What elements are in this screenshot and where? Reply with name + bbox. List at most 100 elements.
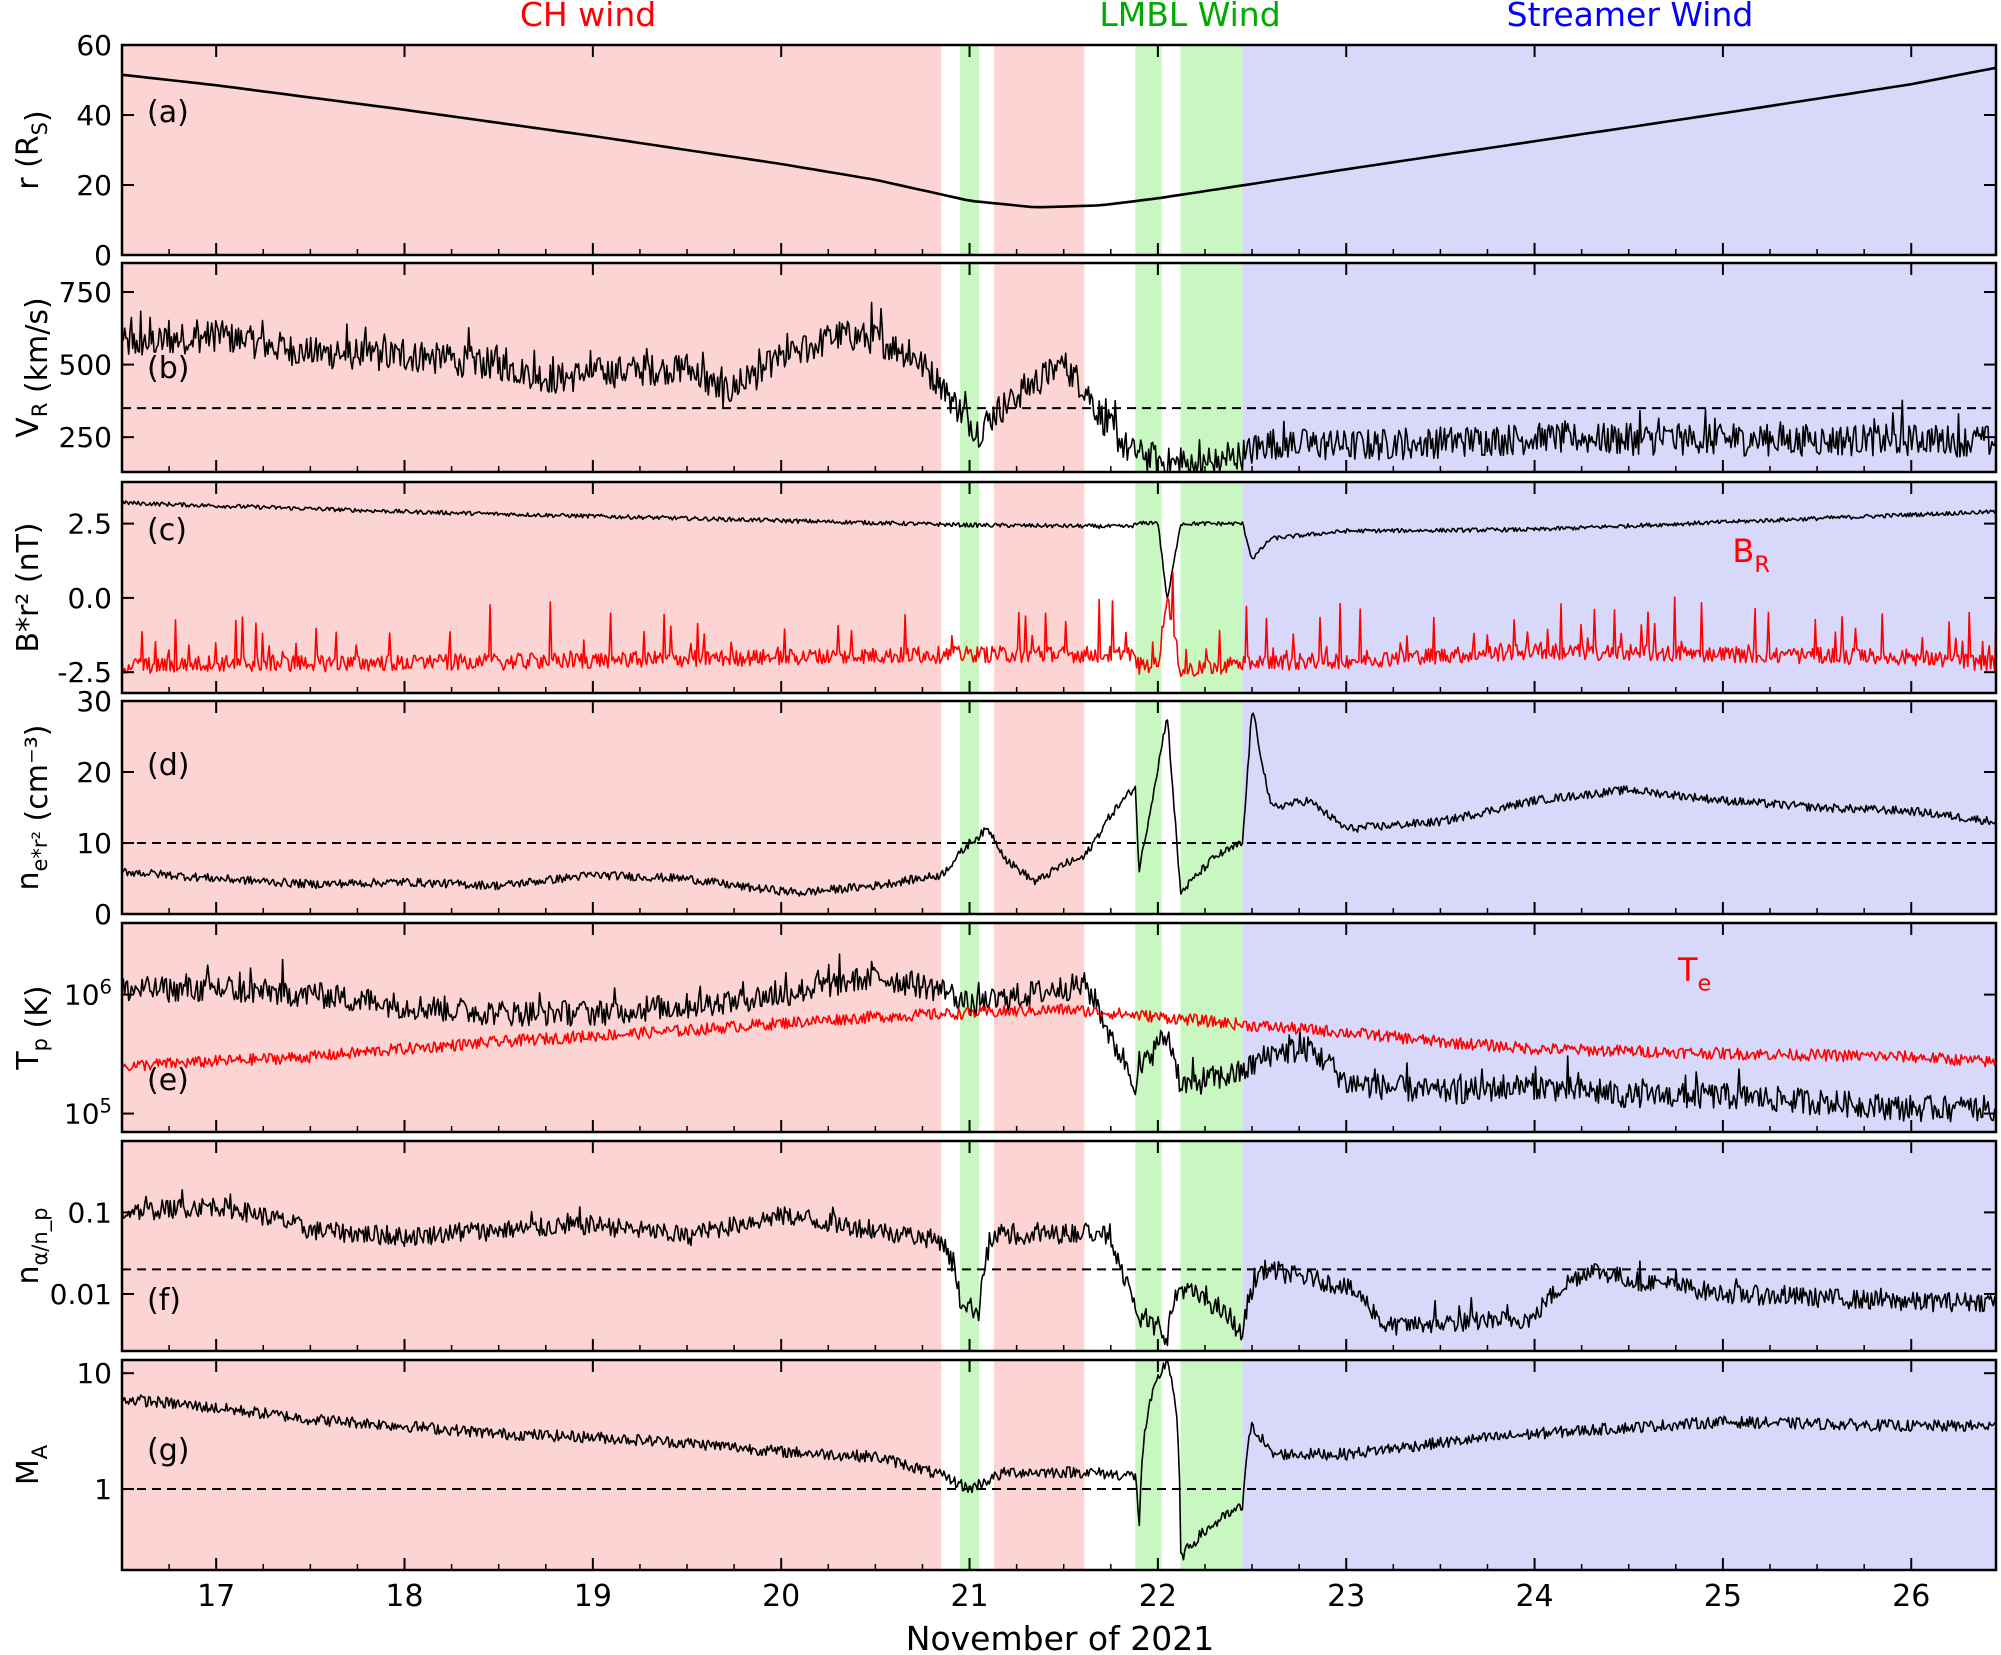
y-tick-label: 0.1: [67, 1196, 112, 1229]
x-tick-label: 21: [950, 1579, 988, 1614]
panel-tag: (f): [147, 1283, 181, 1318]
y-axis-label: ne*r² (cm⁻³): [11, 724, 55, 890]
shade-ch-wind-0: [122, 923, 942, 1132]
panel-b: 250 500 750 (b) VR (km/s): [11, 261, 1998, 474]
shade-lmbl-wind-3: [1135, 263, 1162, 472]
y-tick-label: 30: [76, 685, 112, 718]
y-tick-label: 0.0: [67, 582, 112, 615]
shade-lmbl-wind-3: [1135, 45, 1162, 255]
shade-lmbl-wind-1: [960, 701, 979, 914]
x-tick-label: 23: [1327, 1579, 1365, 1614]
shade-lmbl-wind-3: [1135, 482, 1162, 693]
shade-lmbl-wind-1: [960, 923, 979, 1132]
x-tick-label: 25: [1704, 1579, 1742, 1614]
shade-ch-wind-0: [122, 263, 942, 472]
shade-lmbl-wind-4: [1180, 701, 1243, 914]
x-tick-label: 19: [574, 1579, 612, 1614]
panel-tag: (c): [147, 513, 187, 548]
shade-lmbl-wind-4: [1180, 263, 1243, 472]
series-line-1-0: [121, 301, 1997, 473]
panel-frame: [120, 1139, 1998, 1353]
shade-ch-wind-2: [994, 1141, 1085, 1351]
x-tick-label: 20: [762, 1579, 800, 1614]
panel-frame: [120, 1358, 1998, 1572]
y-tick-label: 20: [76, 756, 112, 789]
y-tick-label: 10: [76, 1357, 112, 1390]
shade-streamer-wind-5: [1242, 45, 1996, 255]
wind-region-labels: CH wind LMBL Wind Streamer Wind: [520, 0, 1754, 34]
x-tick-label: 17: [197, 1579, 235, 1614]
y-tick-label: 40: [76, 99, 112, 132]
y-tick-label: 250: [59, 421, 112, 454]
shade-lmbl-wind-4: [1180, 1360, 1243, 1570]
shade-ch-wind-2: [994, 923, 1085, 1132]
y-axis-label: MA: [11, 1444, 52, 1485]
shade-lmbl-wind-4: [1180, 45, 1243, 255]
shade-lmbl-wind-3: [1135, 1141, 1162, 1351]
panel-tag: (g): [147, 1433, 189, 1468]
panel-frame: [120, 261, 1998, 474]
panel-a: 0 20 40 60 (a) r (RS): [11, 29, 1998, 272]
shade-lmbl-wind-1: [960, 1360, 979, 1570]
series-line-3-0: [121, 712, 1997, 897]
panel-f: 0.01 0.1 (f) nα/n_p: [11, 1139, 1998, 1353]
shade-streamer-wind-5: [1242, 923, 1996, 1132]
y-axis-label: VR (km/s): [11, 297, 55, 437]
panel-tag: (b): [147, 351, 189, 386]
x-tick-labels: 17 18 19 20 21 22 23 24 25 26: [197, 1579, 1930, 1614]
y-tick-label: 60: [76, 29, 112, 62]
y-tick-label: 106: [64, 975, 112, 1011]
series-line-2-1: [121, 571, 1997, 678]
shade-lmbl-wind-1: [960, 45, 979, 255]
y-tick-label: 0: [94, 239, 112, 272]
panel-g: 1 10 (g) MA: [11, 1357, 1998, 1572]
shade-lmbl-wind-1: [960, 263, 979, 472]
panel-frame: [120, 921, 1998, 1134]
panel-frame: [120, 43, 1998, 257]
y-tick-label: 2.5: [67, 508, 112, 541]
panel-frame: [120, 480, 1998, 695]
panel-d: 0 10 20 30 (d) ne*r² (cm⁻³): [11, 685, 1998, 931]
shade-lmbl-wind-3: [1135, 1360, 1162, 1570]
series-label: BR: [1732, 532, 1770, 578]
series-line-6-0: [121, 1359, 1997, 1561]
shade-ch-wind-0: [122, 701, 942, 914]
shade-ch-wind-0: [122, 1360, 942, 1570]
region-label-lmbl: LMBL Wind: [1099, 0, 1280, 34]
y-tick-label: 1: [94, 1473, 112, 1506]
y-tick-label: -2.5: [57, 656, 112, 689]
shade-lmbl-wind-1: [960, 1141, 979, 1351]
panel-e: 105 106 (e) Tp (K) Te: [11, 921, 1998, 1134]
x-tick-label: 18: [385, 1579, 423, 1614]
y-tick-label: 0: [94, 898, 112, 931]
region-label-ch: CH wind: [520, 0, 656, 34]
shade-ch-wind-2: [994, 701, 1085, 914]
shade-lmbl-wind-1: [960, 482, 979, 693]
y-tick-label: 20: [76, 169, 112, 202]
shade-lmbl-wind-4: [1180, 1141, 1243, 1351]
panel-tag: (d): [147, 748, 189, 783]
panel-frame: [120, 699, 1998, 916]
shade-ch-wind-2: [994, 482, 1085, 693]
shade-ch-wind-2: [994, 1360, 1085, 1570]
y-tick-label: 500: [59, 349, 112, 382]
series-line-4-0: [121, 953, 1997, 1123]
x-tick-label: 22: [1139, 1579, 1177, 1614]
shade-streamer-wind-5: [1242, 1141, 1996, 1351]
y-axis-label: nα/n_p: [11, 1207, 53, 1284]
y-axis-label: Tp (K): [11, 985, 55, 1070]
shade-ch-wind-0: [122, 45, 942, 255]
shade-ch-wind-2: [994, 45, 1085, 255]
series-line-0-0: [121, 66, 1997, 209]
panel-tag: (e): [147, 1063, 189, 1098]
shade-ch-wind-0: [122, 1141, 942, 1351]
series-line-2-0: [121, 500, 1997, 599]
x-tick-label: 24: [1515, 1579, 1553, 1614]
y-axis-label: r (RS): [11, 110, 55, 189]
y-tick-label: 750: [59, 276, 112, 309]
series-line-4-1: [121, 1003, 1997, 1072]
shade-lmbl-wind-3: [1135, 701, 1162, 914]
y-tick-label: 10: [76, 827, 112, 860]
shade-ch-wind-2: [994, 263, 1085, 472]
